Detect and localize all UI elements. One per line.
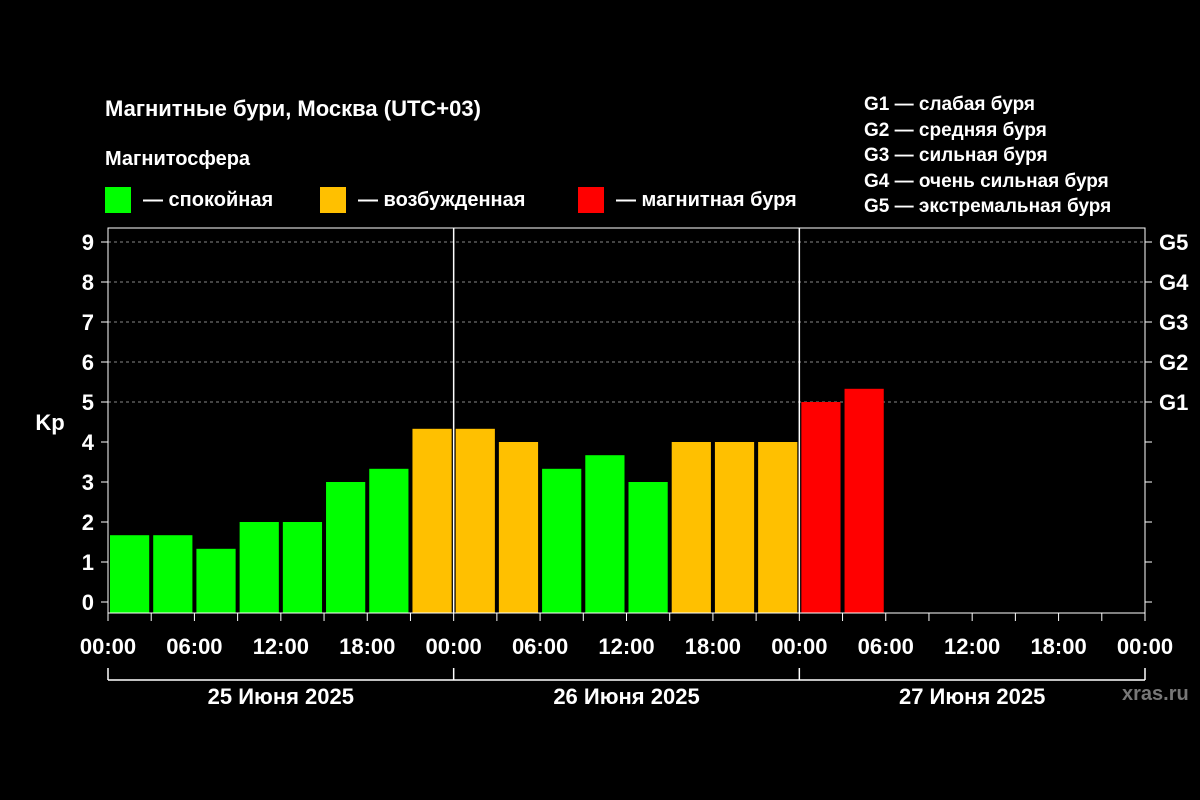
x-tick-label: 06:00: [512, 634, 568, 659]
x-tick-label: 12:00: [944, 634, 1000, 659]
g-level-label: G3: [1159, 310, 1188, 335]
kp-bar: [714, 442, 755, 613]
x-tick-label: 06:00: [858, 634, 914, 659]
g2-description: G2 — средняя буря: [864, 119, 1047, 141]
legend-item-excited: — возбужденная: [320, 186, 525, 214]
kp-bar: [153, 535, 193, 613]
g-level-label: G1: [1159, 390, 1188, 415]
legend-item-calm: — спокойная: [105, 186, 273, 214]
day-label: 26 Июня 2025: [553, 684, 699, 709]
g1-description: G1 — слабая буря: [864, 94, 1036, 115]
legend-label-excited: — возбужденная: [358, 188, 526, 211]
x-tick-label: 00:00: [426, 634, 482, 659]
g-level-label: G2: [1159, 350, 1188, 375]
y-tick-label: 7: [82, 310, 94, 335]
y-tick-label: 1: [82, 550, 94, 575]
kp-bar: [196, 548, 236, 613]
kp-bar: [282, 522, 323, 613]
y-tick-label: 3: [82, 470, 94, 495]
legend-title: Магнитосфера: [105, 148, 251, 170]
x-tick-label: 06:00: [166, 634, 222, 659]
g3-description: G3 — сильная буря: [864, 145, 1048, 166]
legend-swatch-excited: [320, 187, 346, 213]
kp-bar: [498, 442, 539, 613]
kp-bar: [758, 442, 798, 613]
g-level-label: G5: [1159, 230, 1188, 255]
kp-bar: [239, 522, 279, 613]
kp-bar: [326, 482, 366, 613]
x-tick-label: 00:00: [80, 634, 136, 659]
day-label: 27 Июня 2025: [899, 684, 1045, 709]
kp-bar: [110, 535, 150, 613]
kp-bar: [585, 455, 625, 613]
x-tick-label: 18:00: [685, 634, 741, 659]
x-tick-label: 00:00: [771, 634, 827, 659]
legend-item-storm: — магнитная буря: [578, 186, 797, 214]
y-tick-label: 2: [82, 510, 94, 535]
kp-bar: [455, 428, 495, 613]
bars: [110, 388, 884, 613]
kp-bar: [801, 402, 841, 613]
g5-description: G5 — экстремальная буря: [864, 196, 1112, 217]
y-tick-label: 9: [82, 230, 94, 255]
y-tick-label: 8: [82, 270, 94, 295]
g-level-label: G4: [1159, 270, 1189, 295]
legend-label-storm: — магнитная буря: [616, 188, 797, 211]
kp-bar: [844, 388, 884, 613]
chart-title: Магнитные бури, Москва (UTC+03): [105, 96, 481, 121]
x-tick-label: 12:00: [253, 634, 309, 659]
kp-bar: [628, 482, 668, 613]
y-tick-label: 5: [82, 390, 94, 415]
legend-label-calm: — спокойная: [143, 188, 274, 211]
x-tick-label: 18:00: [339, 634, 395, 659]
axes: 0 1 2 3 4 5 6 7 8 9 G1 G2 G3 G4 G5 00:00 06:00 12:00 18:00…: [80, 227, 1189, 709]
kp-bar: [542, 468, 582, 613]
legend-swatch-calm: [105, 187, 131, 213]
day-label: 25 Июня 2025: [208, 684, 354, 709]
y-axis-label: Kp: [35, 410, 64, 435]
x-tick-label: 18:00: [1030, 634, 1086, 659]
x-tick-label: 00:00: [1117, 634, 1173, 659]
x-tick-label: 12:00: [598, 634, 654, 659]
legend-swatch-storm: [578, 187, 604, 213]
kp-bar: [412, 428, 452, 613]
kp-bar: [369, 468, 409, 613]
y-tick-label: 6: [82, 350, 94, 375]
g4-description: G4 — очень сильная буря: [864, 170, 1109, 192]
y-tick-label: 4: [82, 430, 95, 455]
watermark: xras.ru: [1122, 683, 1189, 705]
grid-lines: [108, 241, 1145, 403]
storm-level-legend: G1 — слабая буря G2 — средняя буря G3 — …: [864, 92, 1111, 220]
y-tick-label: 0: [82, 590, 94, 615]
kp-bar: [671, 442, 711, 613]
